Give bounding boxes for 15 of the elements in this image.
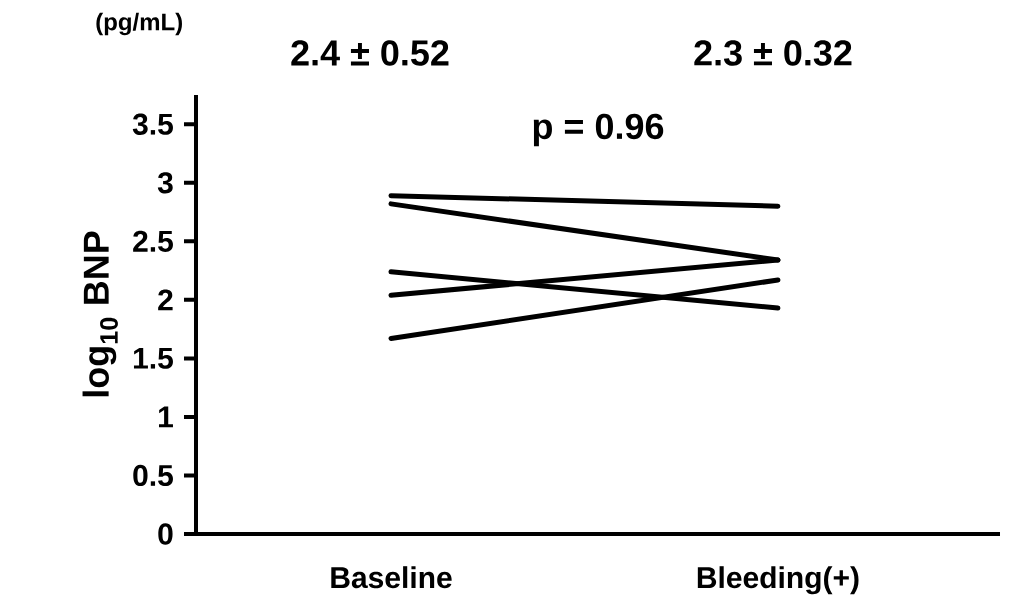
- y-tick-label: 1: [159, 406, 173, 428]
- y-tick-label: 2: [158, 289, 173, 311]
- y-tick-label: 1.5: [133, 347, 173, 369]
- x-tick-label: Bleeding(+): [697, 566, 859, 595]
- text: 2.3 ± 0.32: [694, 40, 852, 66]
- y-tick-label: 3: [157, 172, 173, 194]
- y-tick-label: 2.5: [133, 230, 173, 252]
- text: (pg/mL): [96, 12, 182, 36]
- y-tick-label: 3.5: [132, 113, 173, 135]
- y-axis-title: log$_{10}$ BNP: [82, 231, 118, 397]
- x-tick-label: Baseline: [331, 566, 452, 589]
- annotation: p = 0.96: [533, 113, 664, 147]
- text: 2.4 ± 0.52: [291, 40, 449, 66]
- y-tick-label: 0: [158, 523, 173, 545]
- y-tick-label: 0.5: [133, 464, 173, 487]
